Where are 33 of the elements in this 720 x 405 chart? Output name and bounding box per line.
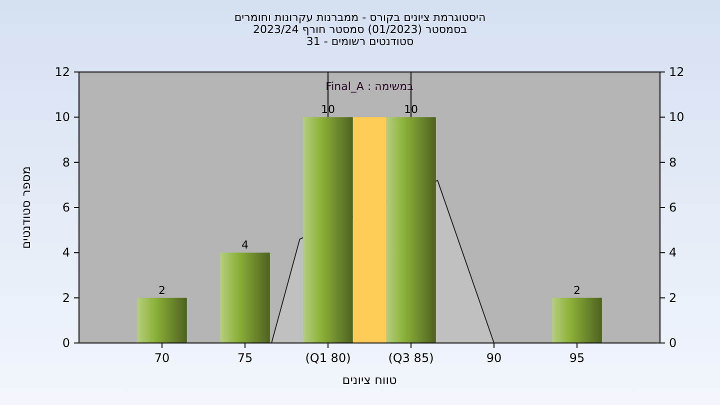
y-tick-label: 2 bbox=[62, 290, 70, 305]
chart-subtitle: בסמסטר (01/2023) סמסטר חורף 2023/24 סטודנטים רשומים - 31 bbox=[253, 23, 467, 48]
y-axis-title: מספר סטודנטים bbox=[19, 166, 33, 249]
bar bbox=[303, 117, 353, 343]
bar bbox=[220, 252, 270, 343]
y-tick-label: 10 bbox=[54, 110, 70, 124]
x-tick-label: (Q3 85) bbox=[388, 351, 434, 365]
bar bbox=[552, 298, 602, 343]
x-tick-label: 90 bbox=[486, 351, 502, 365]
y-tick-label: 6 bbox=[62, 200, 70, 214]
y2-tick-label: 10 bbox=[669, 110, 684, 124]
y2-tick-label: 6 bbox=[669, 200, 677, 214]
x-tick-label: 75 bbox=[237, 351, 253, 365]
x-tick-label: 70 bbox=[154, 351, 170, 365]
y2-tick-label: 12 bbox=[669, 65, 684, 79]
y2-tick-label: 2 bbox=[669, 290, 677, 305]
y2-tick-label: 8 bbox=[669, 155, 677, 170]
bar bbox=[352, 117, 386, 343]
x-axis-title: טווח ציונים bbox=[342, 373, 397, 387]
y-tick-label: 0 bbox=[62, 336, 70, 350]
x-tick-label: 95 bbox=[569, 351, 585, 365]
data-label: 4 bbox=[242, 238, 248, 252]
y-tick-label: 8 bbox=[62, 155, 70, 170]
bar bbox=[137, 298, 187, 343]
data-label: 2 bbox=[574, 284, 580, 297]
chart-title: היסטוגרמת ציונים בקורס - ממברנות עקרונות וחומרים bbox=[234, 11, 486, 24]
y-tick-label: 4 bbox=[62, 246, 70, 260]
bar bbox=[386, 117, 436, 343]
y2-tick-label: 4 bbox=[669, 246, 677, 260]
data-label: 2 bbox=[158, 284, 166, 297]
y2-tick-label: 0 bbox=[669, 336, 677, 350]
x-tick-label: (Q1 80) bbox=[305, 351, 351, 365]
y-tick-label: 12 bbox=[54, 65, 70, 79]
